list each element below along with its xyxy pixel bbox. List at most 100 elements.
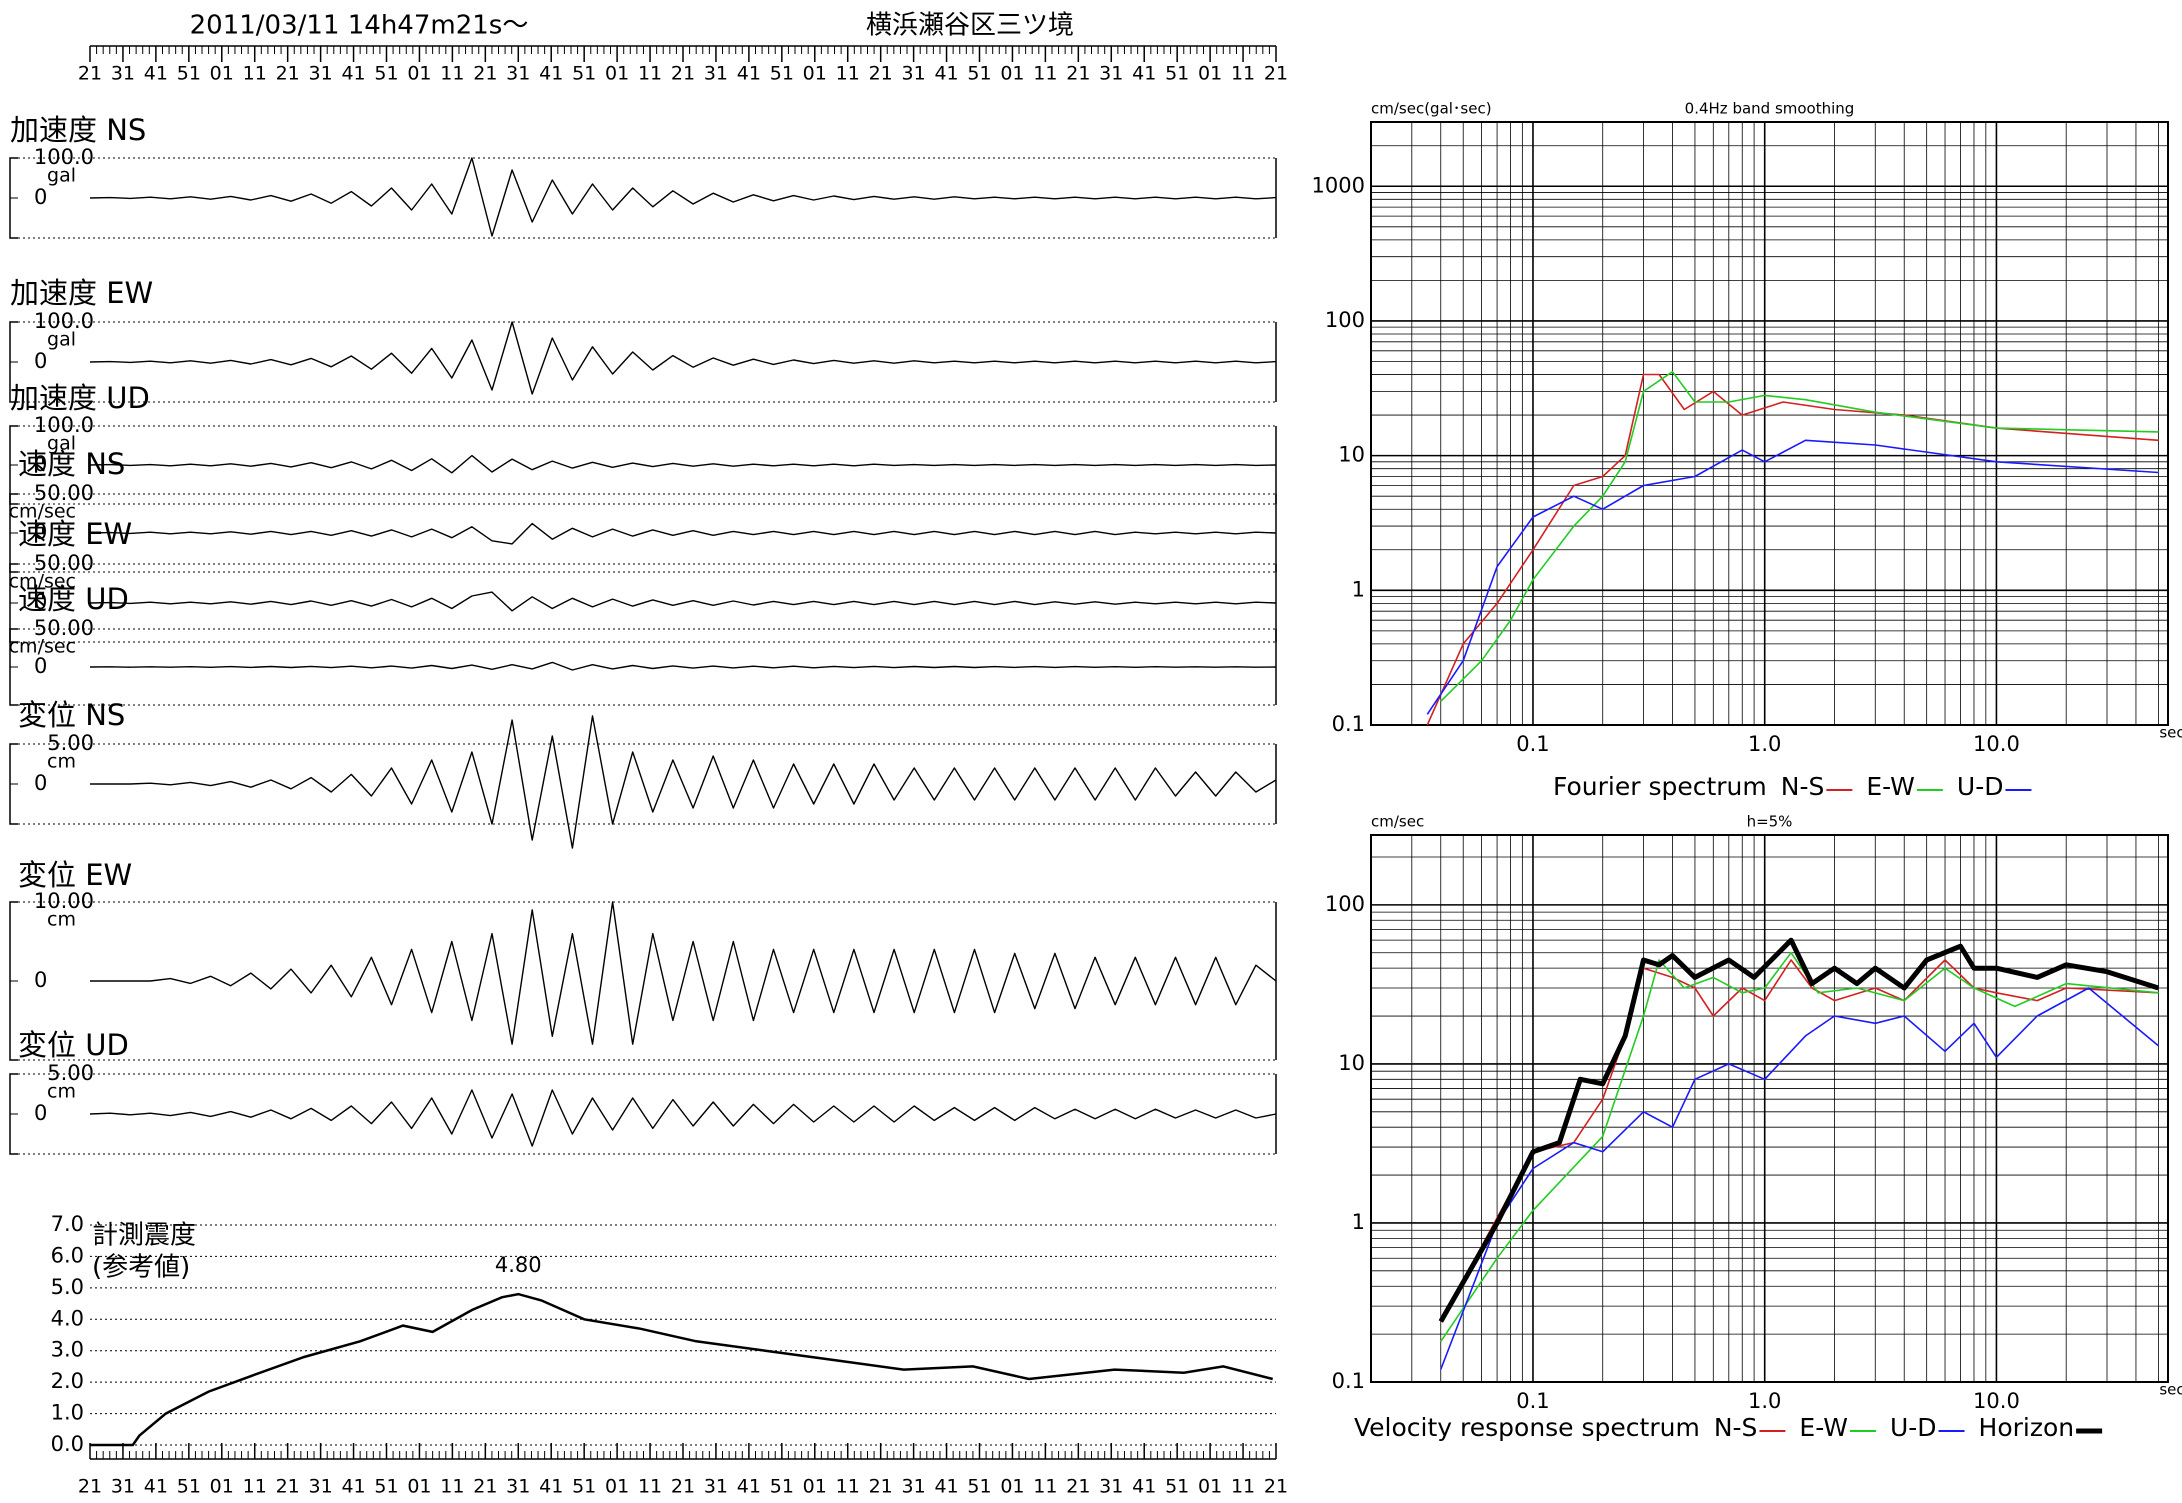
- trace-unit: gal: [47, 329, 76, 351]
- time-tick-label: 01: [210, 63, 234, 85]
- legend-label: E-W: [1866, 772, 1915, 801]
- trace-unit: gal: [47, 165, 76, 187]
- time-tick-label: 21: [78, 1476, 102, 1498]
- time-tick-label: 51: [572, 63, 596, 85]
- time-tick-label: 41: [737, 1476, 761, 1498]
- time-tick-label: 31: [704, 1476, 728, 1498]
- spectrum-line: [1426, 373, 2159, 725]
- x-tick-label: 10.0: [1973, 1389, 2020, 1413]
- time-tick-label: 31: [506, 1476, 530, 1498]
- trace-unit: cm/sec: [9, 571, 76, 593]
- legend-label: N-S: [1781, 772, 1825, 801]
- record-date: 2011/03/11 14h47m21s〜: [190, 11, 529, 41]
- legend-title: Velocity response spectrum: [1354, 1413, 1700, 1442]
- time-tick-label: 31: [704, 63, 728, 85]
- y-tick-label: 1: [1352, 1210, 1365, 1234]
- trace-zero-label: 0: [34, 590, 47, 614]
- y-axis-unit: cm/sec: [1371, 813, 1424, 831]
- spectrum-line: [1440, 959, 2159, 1322]
- trace-zero-label: 0: [34, 520, 47, 544]
- time-tick-label: 11: [440, 63, 464, 85]
- time-tick-label: 01: [407, 63, 431, 85]
- time-tick-label: 21: [1264, 1476, 1288, 1498]
- y-tick-label: 0.1: [1332, 1369, 1365, 1393]
- time-tick-label: 41: [1132, 63, 1156, 85]
- trace-scale-label: 50.00: [34, 616, 94, 640]
- time-tick-label: 11: [1033, 1476, 1057, 1498]
- x-tick-label: 10.0: [1973, 732, 2020, 756]
- legend-label: U-D: [1890, 1413, 1937, 1442]
- time-tick-label: 31: [309, 1476, 333, 1498]
- trace-scale-label: 50.00: [34, 551, 94, 575]
- time-tick-label: 51: [770, 63, 794, 85]
- waveform: [89, 522, 1277, 545]
- station-name: 横浜瀬谷区三ツ境: [866, 11, 1074, 41]
- time-tick-label: 41: [341, 1476, 365, 1498]
- y-tick-label: 1000: [1312, 173, 1365, 197]
- y-tick-label: 100: [1325, 892, 1365, 916]
- trace-zero-label: 0: [34, 452, 47, 476]
- time-tick-label: 01: [605, 63, 629, 85]
- time-tick-label: 31: [902, 1476, 926, 1498]
- trace-title: 速度 NS: [18, 447, 125, 481]
- time-tick-label: 11: [1033, 63, 1057, 85]
- time-tick-label: 31: [111, 63, 135, 85]
- time-tick-label: 31: [902, 63, 926, 85]
- time-tick-label: 51: [374, 1476, 398, 1498]
- time-tick-label: 31: [506, 63, 530, 85]
- trace-title: 加速度 NS: [10, 113, 146, 147]
- trace-unit: cm: [47, 1081, 76, 1103]
- time-tick-label: 21: [869, 1476, 893, 1498]
- x-axis-unit: sec: [2159, 1381, 2182, 1399]
- time-tick-label: 51: [1165, 1476, 1189, 1498]
- trace-title: 変位 NS: [18, 698, 125, 732]
- time-tick-label: 11: [836, 1476, 860, 1498]
- trace-scale-label: 100.0: [34, 145, 94, 169]
- peak-label: 4.80: [495, 1253, 542, 1277]
- trace-scale-label: 5.00: [47, 731, 94, 755]
- y-tick-label: 6.0: [51, 1243, 84, 1267]
- trace-scale-label: 10.00: [34, 889, 94, 913]
- intensity-line: [90, 1292, 1274, 1447]
- y-tick-label: 1.0: [51, 1401, 84, 1425]
- time-tick-label: 51: [177, 63, 201, 85]
- time-tick-label: 41: [934, 1476, 958, 1498]
- time-tick-label: 01: [1198, 63, 1222, 85]
- trace-scale-label: 100.0: [34, 413, 94, 437]
- spectrum-line: [1440, 951, 2159, 1342]
- trace-title: 速度 EW: [18, 517, 132, 551]
- x-tick-label: 1.0: [1748, 732, 1781, 756]
- trace-zero-label: 0: [34, 349, 47, 373]
- trace-zero-label: 0: [34, 968, 47, 992]
- time-tick-label: 41: [144, 1476, 168, 1498]
- plot-subtitle: h=5%: [1747, 813, 1793, 831]
- intensity-subtitle: (参考値): [92, 1253, 190, 1283]
- waveform: [90, 901, 1277, 1045]
- trace-scale-label: 50.00: [34, 481, 94, 505]
- waveform: [90, 715, 1277, 849]
- y-axis-unit: cm/sec(gal･sec): [1371, 100, 1492, 118]
- trace-unit: cm: [47, 909, 76, 931]
- time-tick-label: 21: [1066, 1476, 1090, 1498]
- y-tick-label: 2.0: [51, 1369, 84, 1393]
- time-tick-label: 31: [1099, 1476, 1123, 1498]
- legend-title: Fourier spectrum: [1553, 772, 1767, 801]
- trace-title: 変位 EW: [18, 858, 132, 892]
- x-axis-unit: sec: [2159, 724, 2182, 742]
- time-tick-label: 21: [1264, 63, 1288, 85]
- time-tick-label: 11: [638, 1476, 662, 1498]
- plot-subtitle: 0.4Hz band smoothing: [1685, 100, 1855, 118]
- legend-label: Horizon: [1979, 1413, 2075, 1442]
- y-tick-label: 100: [1325, 308, 1365, 332]
- legend-label: U-D: [1957, 772, 2004, 801]
- x-tick-label: 1.0: [1748, 1389, 1781, 1413]
- time-tick-label: 01: [803, 63, 827, 85]
- waveform: [89, 661, 1277, 671]
- time-tick-label: 41: [144, 63, 168, 85]
- time-tick-label: 11: [836, 63, 860, 85]
- time-tick-label: 51: [770, 1476, 794, 1498]
- y-tick-label: 5.0: [51, 1275, 84, 1299]
- y-tick-label: 4.0: [51, 1306, 84, 1330]
- plot-frame: [1370, 121, 2169, 726]
- trace-unit: cm: [47, 751, 76, 773]
